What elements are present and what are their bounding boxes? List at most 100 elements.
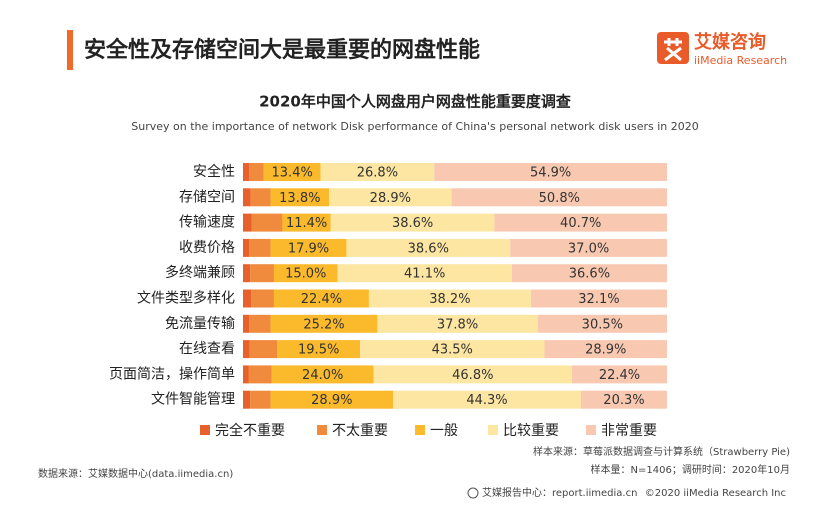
bar-segment xyxy=(273,289,369,308)
bar-segment xyxy=(580,390,667,409)
bar-segment xyxy=(250,264,274,283)
value-label: 25.2% xyxy=(303,317,344,332)
bar-segment xyxy=(270,314,378,333)
value-label: 28.9% xyxy=(585,343,626,358)
bar-segment xyxy=(243,390,251,409)
value-label: 19.5% xyxy=(298,343,339,358)
bar-segment xyxy=(243,365,249,384)
value-label: 37.0% xyxy=(568,241,609,256)
bar-segment xyxy=(451,188,667,207)
legend-label: 完全不重要 xyxy=(215,422,285,439)
value-label: 13.4% xyxy=(272,166,313,181)
bar-segment xyxy=(249,238,271,257)
legend-swatch xyxy=(415,425,425,435)
logo-name: 艾媒咨询 xyxy=(694,31,766,53)
bar-segment xyxy=(243,340,250,359)
bar-segment xyxy=(270,238,347,257)
bar-segment xyxy=(330,213,495,232)
chart-title: 2020年中国个人网盘用户网盘性能重要度调查 xyxy=(259,93,572,111)
value-label: 30.5% xyxy=(582,317,623,332)
bar-segment xyxy=(377,314,538,333)
bar-segment xyxy=(368,289,531,308)
value-label: 38.2% xyxy=(429,292,470,307)
bar-segment xyxy=(337,264,512,283)
legend-label: 比较重要 xyxy=(503,423,559,439)
value-label: 22.4% xyxy=(301,292,342,307)
value-label: 20.3% xyxy=(603,393,644,408)
value-label: 28.9% xyxy=(311,393,352,408)
sample-size: 样本量：N=1406；调研时间：2020年10月 xyxy=(591,463,790,476)
bar-segment xyxy=(249,314,271,333)
bar-segment xyxy=(243,163,250,181)
bar-segment xyxy=(434,163,667,181)
value-label: 17.9% xyxy=(288,241,329,256)
value-label: 24.0% xyxy=(302,368,343,383)
bar-segment xyxy=(250,188,271,207)
value-label: 22.4% xyxy=(599,368,640,383)
bar-segment xyxy=(360,340,545,359)
value-label: 37.8% xyxy=(437,317,478,332)
sample-source: 样本来源：草莓派数据调查与计算系统（Strawberry Pie) xyxy=(533,445,790,458)
bar-segment xyxy=(320,163,435,181)
report-center: 艾媒报告中心：report.iimedia.cn xyxy=(482,486,637,499)
bar-segment xyxy=(273,264,338,283)
category-label: 传输速度 xyxy=(179,215,235,231)
category-label: 页面简洁，操作简单 xyxy=(109,365,235,382)
bar-segment xyxy=(494,213,667,232)
logo-sub: iiMedia Research xyxy=(694,54,787,67)
bar-segment xyxy=(537,314,667,333)
value-label: 28.9% xyxy=(370,191,411,206)
legend-label: 不太重要 xyxy=(332,423,388,439)
bar-segment xyxy=(243,264,251,283)
value-label: 36.6% xyxy=(569,267,610,282)
bar-segment xyxy=(263,163,321,181)
legend-swatch xyxy=(200,425,210,435)
copyright: ©2020 iiMedia Research Inc xyxy=(645,488,786,499)
legend-label: 一般 xyxy=(430,423,458,439)
source-note: 数据来源：艾媒数据中心(data.iimedia.cn) xyxy=(38,467,233,480)
legend-label: 非常重要 xyxy=(601,423,657,439)
value-label: 38.6% xyxy=(392,216,433,231)
value-label: 43.5% xyxy=(432,343,473,358)
bar-segment xyxy=(270,390,394,409)
bar-segment xyxy=(572,365,667,384)
legend-swatch xyxy=(317,425,327,435)
page-title: 安全性及存储空间大是最重要的网盘性能 xyxy=(84,37,480,63)
value-label: 54.9% xyxy=(530,166,571,181)
bar-segment xyxy=(251,289,274,308)
bar-segment xyxy=(243,238,250,257)
bar-segment xyxy=(373,365,573,384)
bar-segment xyxy=(248,365,272,384)
bar-segment xyxy=(243,188,251,207)
value-label: 38.6% xyxy=(408,241,449,256)
category-label: 安全性 xyxy=(193,163,235,180)
bar-segment xyxy=(250,390,271,409)
bar-segment xyxy=(329,188,452,207)
bar-segment xyxy=(393,390,581,409)
category-label: 收费价格 xyxy=(179,240,235,256)
value-label: 40.7% xyxy=(560,216,601,231)
legend-swatch xyxy=(488,425,498,435)
bar-segment xyxy=(530,289,667,308)
bar-segment xyxy=(282,213,331,232)
value-label: 41.1% xyxy=(404,267,445,282)
value-label: 26.8% xyxy=(357,166,398,181)
bar-segment xyxy=(271,365,374,384)
bar-segment xyxy=(243,289,252,308)
category-label: 存储空间 xyxy=(179,189,235,205)
value-label: 15.0% xyxy=(285,267,326,282)
value-label: 46.8% xyxy=(452,368,493,383)
bar-segment xyxy=(346,238,511,257)
bar-segment xyxy=(270,188,330,207)
bar-segment xyxy=(511,264,667,283)
bar-segment xyxy=(277,340,361,359)
bar-segment xyxy=(544,340,667,359)
logo-icon xyxy=(657,32,689,64)
header-accent xyxy=(67,30,73,70)
value-label: 44.3% xyxy=(466,393,507,408)
category-label: 文件智能管理 xyxy=(151,392,235,408)
value-label: 32.1% xyxy=(578,292,619,307)
value-label: 13.8% xyxy=(279,191,320,206)
category-label: 在线查看 xyxy=(179,341,235,357)
